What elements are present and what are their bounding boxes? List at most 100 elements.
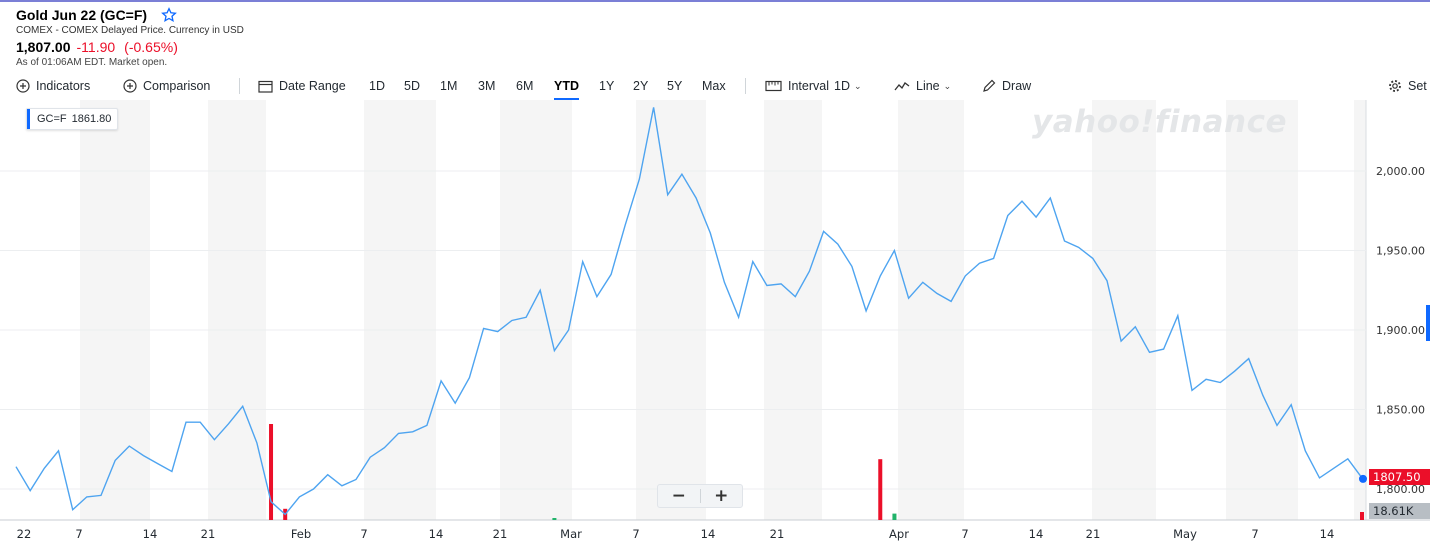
x-tick-label: 7: [961, 527, 968, 541]
draw-button[interactable]: Draw: [982, 78, 1031, 94]
week-band: [1354, 100, 1366, 520]
as-of-timestamp: As of 01:06AM EDT. Market open.: [16, 57, 168, 68]
indicators-button[interactable]: Indicators: [16, 78, 90, 94]
star-icon[interactable]: [161, 7, 177, 23]
week-band: [500, 100, 572, 520]
current-price-tag: 1807.50: [1369, 469, 1430, 485]
range-tab-5y[interactable]: 5Y: [667, 79, 683, 93]
week-band: [1092, 100, 1156, 520]
legend-value: 1861.80: [71, 113, 112, 125]
x-tick-label: May: [1173, 527, 1197, 541]
x-tick-label: 14: [143, 527, 158, 541]
exchange-subtitle: COMEX - COMEX Delayed Price. Currency in…: [16, 25, 244, 36]
zoom-in-button[interactable]: +: [701, 485, 743, 507]
legend-symbol: GC=F: [37, 113, 67, 125]
top-accent-line: [0, 0, 1430, 2]
week-band: [636, 100, 706, 520]
x-tick-label: 22: [17, 527, 32, 541]
interval-value: 1D: [834, 79, 850, 93]
week-band: [364, 100, 436, 520]
volume-bar: [1360, 512, 1364, 520]
x-tick-label: 7: [1251, 527, 1258, 541]
interval-label: Interval: [788, 79, 829, 93]
yahoo-finance-watermark: yahoo!finance: [1032, 104, 1287, 140]
volume-tag: 18.61K: [1369, 503, 1430, 519]
x-tick-label: Apr: [889, 527, 909, 541]
plus-circle-icon: [123, 79, 137, 93]
zoom-out-button[interactable]: −: [658, 485, 700, 507]
chart-toolbar: Indicators Comparison Date Range 1D 5D 1…: [0, 72, 1430, 100]
right-panel-handle[interactable]: [1426, 305, 1430, 341]
last-price-dot: [1359, 474, 1367, 483]
comparison-label: Comparison: [143, 79, 211, 93]
week-band: [80, 100, 150, 520]
week-band: [764, 100, 822, 520]
y-tick-label: 2,000.00: [1376, 165, 1425, 178]
week-band: [1226, 100, 1298, 520]
plus-circle-icon: [16, 79, 30, 93]
x-tick-label: 14: [429, 527, 444, 541]
draw-label: Draw: [1002, 79, 1032, 93]
x-tick-label: Feb: [291, 527, 311, 541]
settings-label: Set: [1408, 79, 1427, 93]
weekly-bands: [80, 100, 1366, 520]
date-range-label: Date Range: [279, 79, 346, 93]
series-legend[interactable]: GC=F 1861.80: [26, 108, 119, 130]
interval-ruler-icon: [765, 80, 782, 92]
price-change: -11.90: [76, 39, 116, 55]
week-band: [208, 100, 266, 520]
chevron-down-icon: ⌄: [853, 80, 862, 91]
y-tick-label: 1,850.00: [1376, 404, 1425, 417]
y-axis-ticks: 2,000.00 1,950.00 1,900.00 1,850.00 1,800.00: [1376, 165, 1425, 496]
x-tick-label: 7: [75, 527, 82, 541]
range-tab-ytd[interactable]: YTD: [554, 79, 579, 100]
page-title: Gold Jun 22 (GC=F): [16, 7, 148, 23]
last-price: 1,807.00: [16, 39, 71, 55]
price-line: [15, 107, 1363, 516]
settings-button[interactable]: Set: [1388, 78, 1427, 94]
toolbar-divider: [239, 78, 240, 94]
range-tab-3m[interactable]: 3M: [478, 79, 496, 93]
x-tick-label: 21: [770, 527, 785, 541]
volume-bar: [892, 513, 897, 520]
toolbar-divider: [745, 78, 746, 94]
price-change-percent: (-0.65%): [124, 39, 178, 55]
x-tick-label: 7: [360, 527, 367, 541]
indicators-label: Indicators: [36, 79, 91, 93]
range-tab-1y[interactable]: 1Y: [599, 79, 615, 93]
interval-dropdown[interactable]: Interval 1D ⌄: [765, 78, 862, 94]
range-tab-6m[interactable]: 6M: [516, 79, 534, 93]
comparison-button[interactable]: Comparison: [123, 78, 210, 94]
quote-header: Gold Jun 22 (GC=F) COMEX - COMEX Delayed…: [16, 6, 244, 68]
x-tick-label: Mar: [560, 527, 582, 541]
date-range-button[interactable]: Date Range: [258, 78, 346, 94]
calendar-icon: [258, 80, 273, 93]
range-tab-max[interactable]: Max: [702, 79, 726, 93]
x-tick-label: 21: [493, 527, 508, 541]
zoom-control: − +: [657, 484, 743, 508]
x-tick-label: 14: [1029, 527, 1044, 541]
range-tab-2y[interactable]: 2Y: [633, 79, 649, 93]
volume-bar: [552, 518, 557, 520]
gear-icon: [1389, 80, 1401, 92]
price-chart[interactable]: 2,000.00 1,950.00 1,900.00 1,850.00 1,800.00…: [0, 100, 1430, 548]
chart-type-dropdown[interactable]: Line ⌄: [894, 78, 951, 94]
x-tick-label: 7: [632, 527, 639, 541]
range-tab-1d[interactable]: 1D: [369, 79, 385, 93]
volume-bar: [269, 424, 274, 520]
week-band: [898, 100, 964, 520]
x-tick-label: 14: [701, 527, 716, 541]
chevron-down-icon: ⌄: [943, 80, 952, 91]
range-tab-1m[interactable]: 1M: [440, 79, 458, 93]
zoom-divider: [699, 489, 701, 503]
y-tick-label: 1,900.00: [1376, 324, 1425, 337]
x-tick-label: 21: [201, 527, 216, 541]
pencil-icon: [983, 79, 996, 92]
x-axis-ticks: 22 7 14 21 Feb 7 14 21 Mar 7 14 21 Apr 7 14 21 May 7 14: [17, 527, 1335, 541]
range-tab-5d[interactable]: 5D: [404, 79, 420, 93]
line-chart-icon: [894, 82, 910, 91]
y-tick-label: 1,950.00: [1376, 245, 1425, 258]
y-tick-label: 1,800.00: [1376, 483, 1425, 496]
chart-type-label: Line: [916, 79, 940, 93]
volume-bar: [878, 459, 883, 520]
